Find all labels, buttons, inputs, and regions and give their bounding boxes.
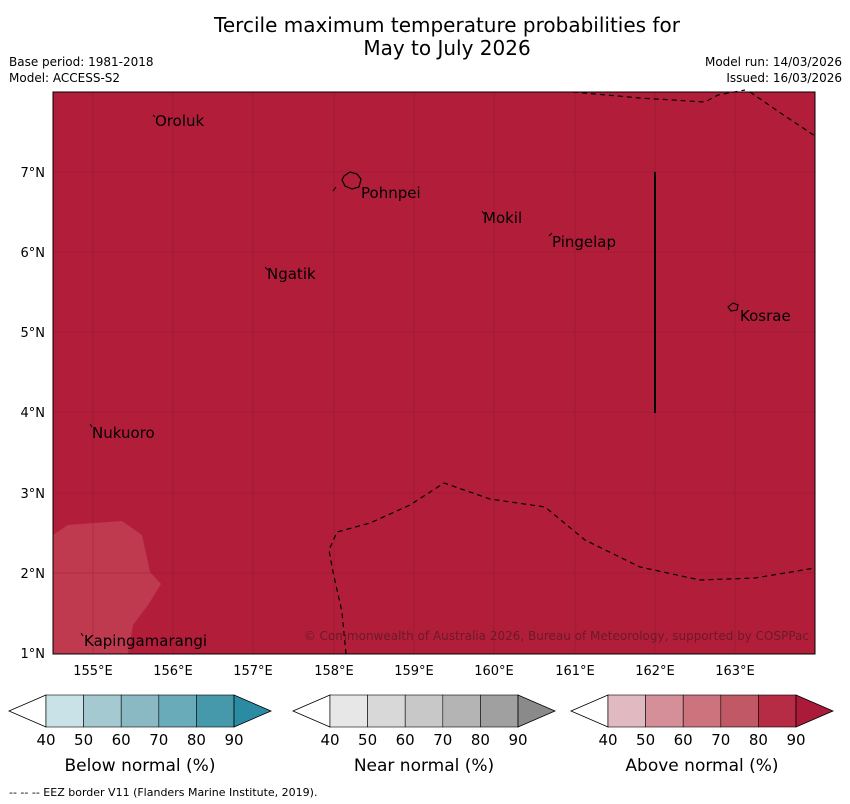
colorbar-above-extend-high [795, 694, 835, 728]
colorbar-near-tick: 40 [320, 731, 340, 749]
lon-label: 157°E [233, 664, 273, 679]
lon-label: 155°E [73, 664, 113, 679]
colorbar-above-segment [682, 694, 722, 728]
colorbar-below-tick: 60 [111, 731, 131, 749]
colorbar-above-segment [645, 694, 684, 728]
eez-border-north [572, 89, 746, 103]
colorbar-near-tick: 70 [433, 731, 453, 749]
lat-label: 7°N [21, 166, 46, 181]
place-label: Kapingamarangi [84, 632, 207, 650]
colorbar-near-segment [480, 694, 519, 728]
colorbar-near-tick: 50 [358, 731, 378, 749]
colorbar-near-extend-high [517, 694, 557, 728]
colorbar-above-tick: 90 [786, 731, 806, 749]
colorbar-near-extend-low [291, 694, 331, 728]
map-background [53, 92, 815, 654]
model-name: Model: ACCESS-S2 [9, 71, 121, 85]
colorbar-above-tick: 40 [598, 731, 618, 749]
pohnpei-island [341, 171, 362, 190]
issued-date: Issued: 16/03/2026 [726, 71, 842, 85]
colorbar-below-segment [158, 694, 197, 728]
place-label: Nukuoro [92, 424, 155, 442]
title-line-2: May to July 2026 [363, 36, 531, 60]
colorbar-near-tick: 80 [470, 731, 490, 749]
colorbar-below-extend-low [7, 694, 47, 728]
colorbar-above-extend-low [569, 694, 609, 728]
colorbar-near-tick: 90 [508, 731, 528, 749]
place-label: Oroluk [155, 112, 204, 130]
lat-label: 5°N [21, 326, 46, 341]
lon-label: 156°E [153, 664, 193, 679]
colorbar-below-tick: 50 [74, 731, 94, 749]
colorbar-below-segment [83, 694, 122, 728]
title-line-1: Tercile maximum temperature probabilitie… [214, 13, 680, 37]
lon-label: 161°E [555, 664, 595, 679]
colorbar-above-segment [758, 694, 797, 728]
meta-left: Base period: 1981-2018 Model: ACCESS-S2 [9, 54, 154, 86]
base-period: Base period: 1981-2018 [9, 55, 154, 69]
lat-label: 4°N [21, 406, 46, 421]
eez-border-south [328, 482, 816, 655]
lon-label: 159°E [394, 664, 434, 679]
pohnpei-reef [332, 186, 337, 192]
atoll-marks [80, 114, 553, 637]
place-label: Mokil [483, 209, 522, 227]
colorbar-below-tick: 90 [224, 731, 244, 749]
colorbar-near-segment [329, 694, 368, 728]
colorbar-below-tick: 80 [186, 731, 206, 749]
colorbar-below-tick: 70 [149, 731, 169, 749]
colorbar-below-tick: 40 [36, 731, 56, 749]
lon-label: 162°E [635, 664, 675, 679]
gridlines [53, 92, 815, 654]
colorbar-title-below: Below normal (%) [64, 756, 216, 776]
lower-probability-region [53, 521, 161, 654]
colorbar-below-segment [120, 694, 160, 728]
lat-label: 6°N [21, 246, 46, 261]
colorbars [7, 694, 835, 728]
colorbar-above-tick: 70 [711, 731, 731, 749]
lon-label: 158°E [314, 664, 354, 679]
lat-label: 2°N [21, 567, 46, 582]
colorbar-near-segment [404, 694, 444, 728]
place-label: Pohnpei [361, 184, 421, 202]
colorbar-above-segment [720, 694, 759, 728]
colorbar-above-segment [607, 694, 646, 728]
colorbar-near-tick: 60 [395, 731, 415, 749]
eez-border-northeast [749, 91, 816, 137]
lat-label: 1°N [21, 647, 46, 662]
eez-borders [328, 89, 816, 655]
colorbar-near-segment [367, 694, 406, 728]
colorbar-below-segment [196, 694, 235, 728]
colorbar-above-tick: 60 [673, 731, 693, 749]
place-label: Kosrae [740, 307, 791, 325]
meta-right: Model run: 14/03/2026 Issued: 16/03/2026 [705, 54, 842, 86]
lon-label: 163°E [715, 664, 755, 679]
kosrae-island [727, 302, 739, 312]
colorbar-below-segment [45, 694, 84, 728]
colorbar-below-extend-high [233, 694, 273, 728]
lon-label: 160°E [474, 664, 514, 679]
colorbar-near-segment [442, 694, 481, 728]
colorbar-above-tick: 80 [748, 731, 768, 749]
colorbar-title-near: Near normal (%) [353, 756, 495, 776]
place-label: Ngatik [267, 265, 316, 283]
place-label: Pingelap [552, 233, 616, 251]
map-frame [52, 91, 816, 655]
model-run: Model run: 14/03/2026 [704, 55, 842, 69]
chart-title: Tercile maximum temperature probabilitie… [0, 14, 850, 60]
lat-label: 3°N [21, 487, 46, 502]
footnote: -- -- -- EEZ border V11 (Flanders Marine… [9, 786, 318, 799]
copyright: © Commonwealth of Australia 2026, Bureau… [304, 629, 809, 643]
colorbar-above-tick: 50 [636, 731, 656, 749]
colorbar-title-above: Above normal (%) [625, 756, 779, 776]
